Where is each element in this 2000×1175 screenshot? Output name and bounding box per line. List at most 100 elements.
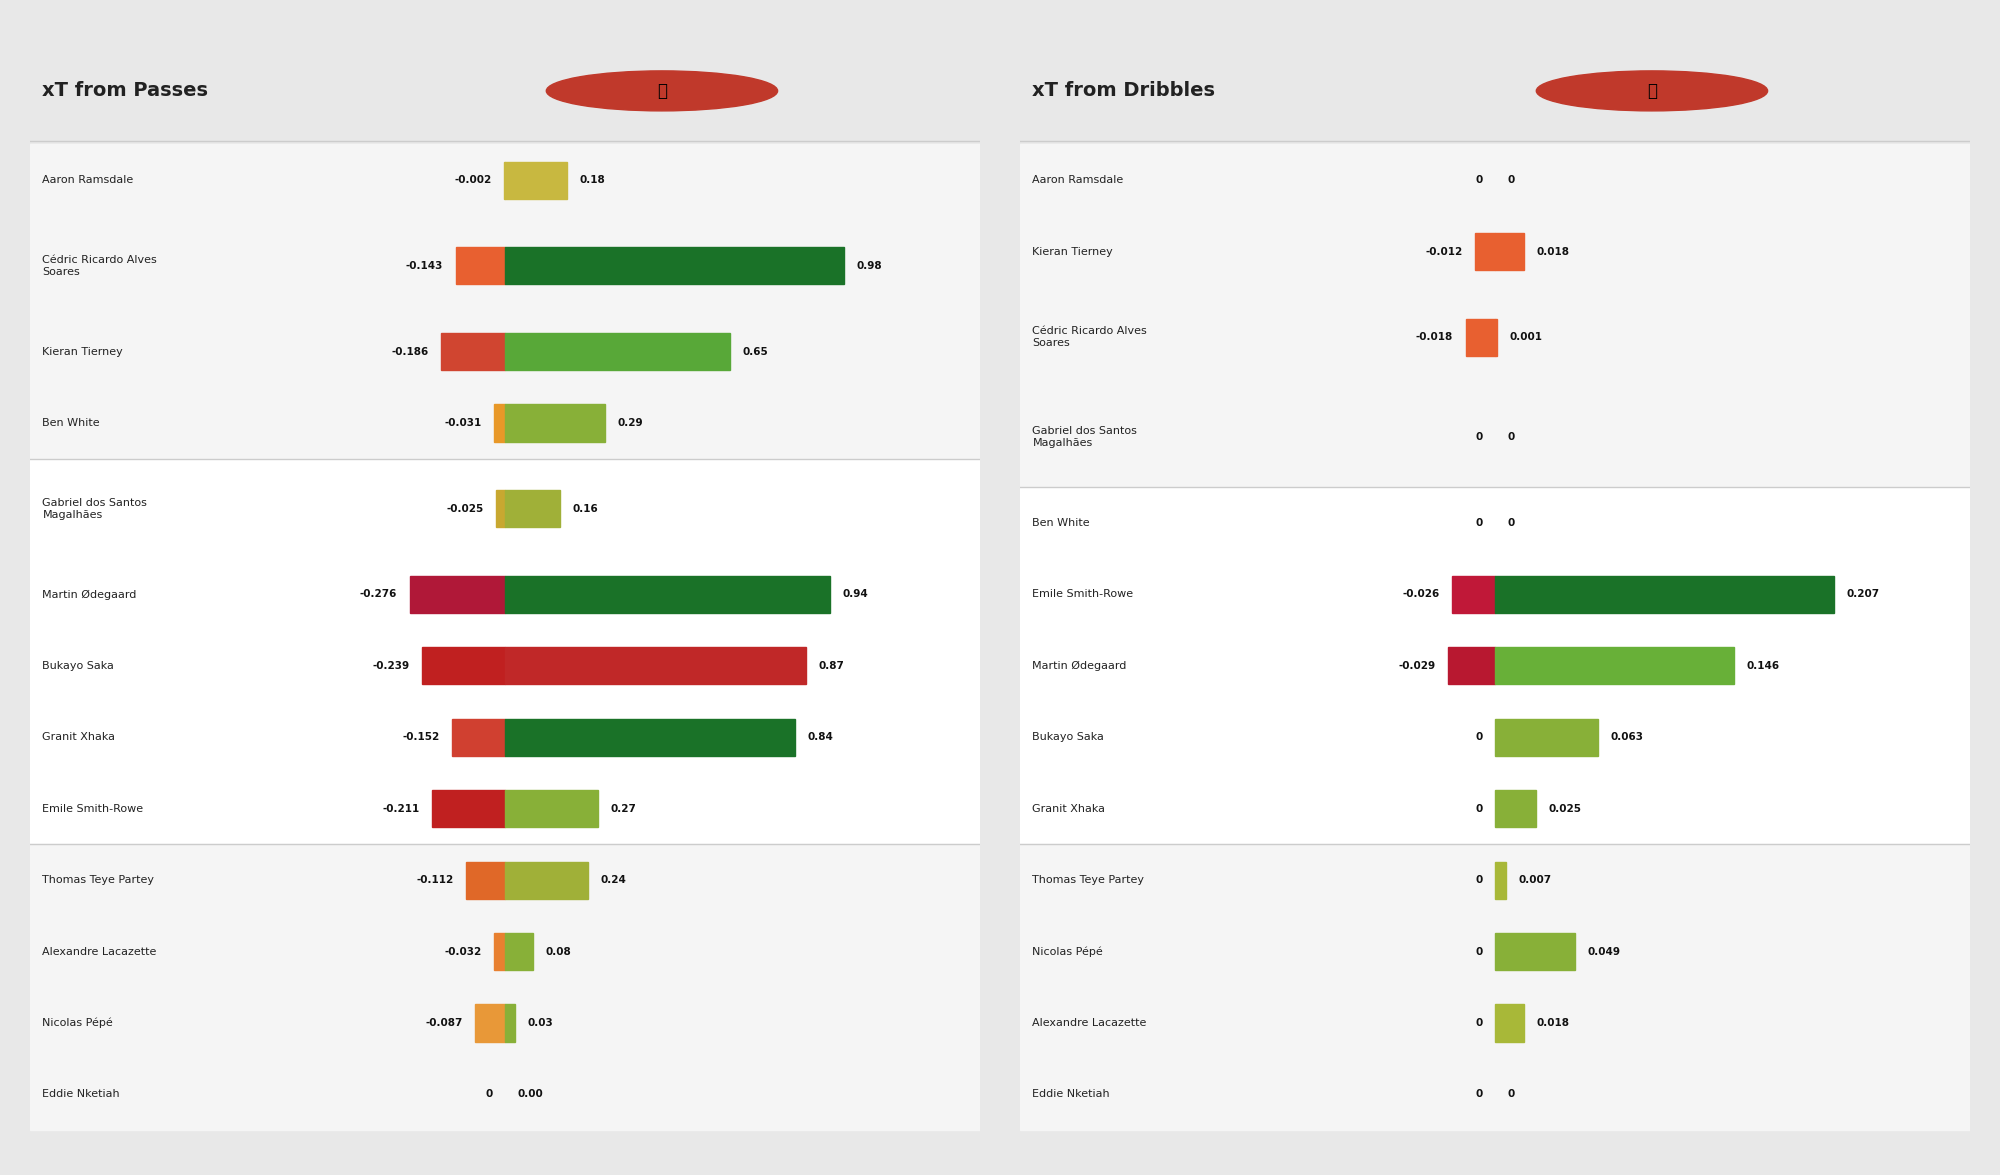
- Text: 0: 0: [1476, 175, 1482, 186]
- Text: Thomas Teye Partey: Thomas Teye Partey: [1032, 875, 1144, 885]
- Text: 0: 0: [1476, 518, 1482, 528]
- Text: Kieran Tierney: Kieran Tierney: [42, 347, 124, 356]
- Text: 0: 0: [1476, 732, 1482, 743]
- Bar: [440, 333, 504, 370]
- Text: Emile Smith-Rowe: Emile Smith-Rowe: [1032, 590, 1134, 599]
- Text: -0.239: -0.239: [372, 660, 410, 671]
- Text: 0.94: 0.94: [842, 590, 868, 599]
- Text: 0.146: 0.146: [1746, 660, 1780, 671]
- Text: Bukayo Saka: Bukayo Saka: [1032, 732, 1104, 743]
- Text: Martin Ødegaard: Martin Ødegaard: [1032, 660, 1126, 671]
- Bar: [1020, 845, 1970, 1130]
- Text: -0.152: -0.152: [402, 732, 440, 743]
- Bar: [432, 790, 504, 827]
- Text: Granit Xhaka: Granit Xhaka: [1032, 804, 1106, 813]
- Text: 0: 0: [1476, 432, 1482, 442]
- Text: Bukayo Saka: Bukayo Saka: [42, 660, 114, 671]
- Text: 0: 0: [1476, 1018, 1482, 1028]
- Bar: [452, 719, 504, 756]
- Text: 0.007: 0.007: [1518, 875, 1552, 885]
- Bar: [504, 404, 606, 442]
- Bar: [504, 719, 796, 756]
- Text: 0.001: 0.001: [1510, 333, 1542, 342]
- Bar: [1020, 488, 1970, 845]
- Text: 0.84: 0.84: [808, 732, 834, 743]
- Text: Granit Xhaka: Granit Xhaka: [42, 732, 116, 743]
- Text: -0.025: -0.025: [446, 504, 484, 513]
- Text: Cédric Ricardo Alves
Soares: Cédric Ricardo Alves Soares: [1032, 327, 1148, 349]
- Text: -0.087: -0.087: [426, 1018, 462, 1028]
- Text: Thomas Teye Partey: Thomas Teye Partey: [42, 875, 154, 885]
- Text: -0.018: -0.018: [1416, 333, 1454, 342]
- Text: 0.207: 0.207: [1846, 590, 1880, 599]
- Text: Aaron Ramsdale: Aaron Ramsdale: [1032, 175, 1124, 186]
- Text: 0: 0: [1508, 1089, 1514, 1100]
- Bar: [1452, 576, 1496, 613]
- Text: 0.063: 0.063: [1610, 732, 1644, 743]
- Text: Aaron Ramsdale: Aaron Ramsdale: [42, 175, 134, 186]
- Bar: [1496, 233, 1524, 270]
- Text: 0: 0: [1476, 875, 1482, 885]
- Bar: [422, 647, 504, 684]
- Text: 0.24: 0.24: [600, 875, 626, 885]
- Text: 0.98: 0.98: [856, 261, 882, 271]
- Text: Cédric Ricardo Alves
Soares: Cédric Ricardo Alves Soares: [42, 255, 158, 277]
- Text: Eddie Nketiah: Eddie Nketiah: [42, 1089, 120, 1100]
- Text: 0: 0: [486, 1089, 492, 1100]
- Bar: [1020, 145, 1970, 488]
- Bar: [474, 1005, 504, 1041]
- Text: xT from Passes: xT from Passes: [42, 81, 208, 100]
- Text: Gabriel dos Santos
Magalhães: Gabriel dos Santos Magalhães: [1032, 427, 1138, 449]
- Text: 0: 0: [1508, 175, 1514, 186]
- Circle shape: [546, 70, 778, 110]
- Text: 0.18: 0.18: [580, 175, 606, 186]
- Text: Nicolas Pépé: Nicolas Pépé: [1032, 946, 1104, 956]
- Text: -0.012: -0.012: [1426, 247, 1462, 256]
- Text: 0.049: 0.049: [1588, 947, 1620, 956]
- Text: 0.00: 0.00: [518, 1089, 544, 1100]
- Bar: [504, 933, 532, 971]
- Text: 🔴: 🔴: [656, 82, 666, 100]
- Text: Martin Ødegaard: Martin Ødegaard: [42, 590, 136, 599]
- Bar: [30, 145, 980, 458]
- Text: 0: 0: [1508, 432, 1514, 442]
- Text: 0.03: 0.03: [528, 1018, 554, 1028]
- Text: 0.16: 0.16: [572, 504, 598, 513]
- Bar: [504, 162, 568, 199]
- Bar: [504, 247, 844, 284]
- Text: 0.025: 0.025: [1548, 804, 1582, 813]
- Bar: [504, 576, 830, 613]
- Text: 0: 0: [1476, 947, 1482, 956]
- Text: 0: 0: [1476, 804, 1482, 813]
- Bar: [466, 861, 504, 899]
- Text: -0.029: -0.029: [1398, 660, 1436, 671]
- Bar: [456, 247, 504, 284]
- Bar: [1496, 861, 1506, 899]
- Text: 0.27: 0.27: [610, 804, 636, 813]
- Text: 🔴: 🔴: [1646, 82, 1656, 100]
- Text: Ben White: Ben White: [42, 418, 100, 428]
- Text: -0.143: -0.143: [406, 261, 444, 271]
- Text: -0.112: -0.112: [416, 875, 454, 885]
- Bar: [30, 458, 980, 845]
- Bar: [1496, 1005, 1524, 1041]
- Bar: [1496, 647, 1734, 684]
- Text: 0.018: 0.018: [1536, 247, 1570, 256]
- Text: -0.002: -0.002: [454, 175, 492, 186]
- Text: Alexandre Lacazette: Alexandre Lacazette: [1032, 1018, 1146, 1028]
- Text: -0.026: -0.026: [1402, 590, 1440, 599]
- Bar: [504, 647, 806, 684]
- Circle shape: [562, 74, 762, 108]
- Bar: [504, 1005, 516, 1041]
- Bar: [494, 933, 504, 971]
- Text: Ben White: Ben White: [1032, 518, 1090, 528]
- Text: -0.186: -0.186: [392, 347, 428, 356]
- Text: 0.018: 0.018: [1536, 1018, 1570, 1028]
- Text: 0.87: 0.87: [818, 660, 844, 671]
- Text: -0.031: -0.031: [444, 418, 482, 428]
- Bar: [1466, 318, 1496, 356]
- Bar: [410, 576, 504, 613]
- Bar: [504, 490, 560, 528]
- Bar: [30, 845, 980, 1130]
- Circle shape: [1536, 70, 1768, 110]
